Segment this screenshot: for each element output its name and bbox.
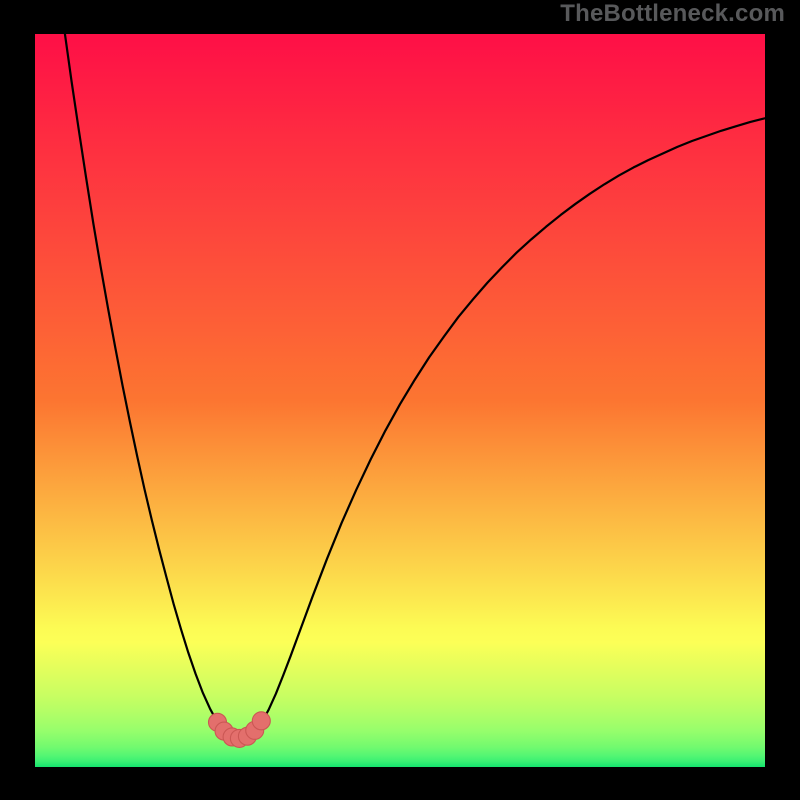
marker-point [252,712,270,730]
plot-area [35,34,765,767]
chart-stage: TheBottleneck.com [0,0,800,800]
bottleneck-line-chart [35,34,765,767]
gradient-background [35,34,765,767]
watermark-text: TheBottleneck.com [560,0,785,28]
